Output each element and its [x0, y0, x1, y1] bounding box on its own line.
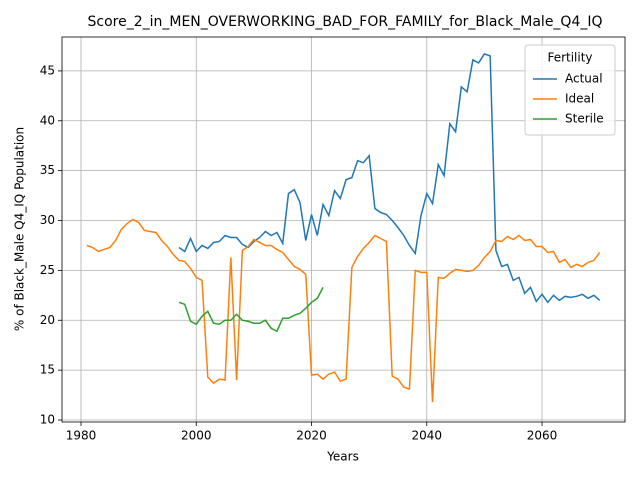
series-line [178, 287, 324, 333]
y-tick-label: 25 [40, 263, 55, 277]
y-tick-label: 20 [40, 313, 55, 327]
legend-label: Sterile [565, 112, 604, 126]
legend-box [524, 44, 616, 136]
y-tick-label: 30 [40, 213, 55, 227]
plot-frame [61, 36, 626, 423]
y-tick-label: 40 [40, 113, 55, 127]
legend-label: Actual [565, 72, 603, 86]
x-tick-label: 2020 [296, 429, 327, 443]
x-axis-label: Years [326, 450, 359, 464]
y-tick-label: 15 [40, 363, 55, 377]
y-axis-label: % of Black_Male Q4_IQ Population [13, 127, 27, 331]
y-tick-label: 45 [40, 63, 55, 77]
chart-title: Score_2_in_MEN_OVERWORKING_BAD_FOR_FAMIL… [87, 14, 602, 30]
legend-title: Fertility [547, 51, 592, 65]
x-tick-label: 2000 [181, 429, 212, 443]
x-tick-label: 2040 [411, 429, 442, 443]
x-tick-label: 1980 [66, 429, 97, 443]
y-tick-label: 10 [40, 413, 55, 427]
legend-label: Ideal [565, 92, 594, 106]
y-tick-label: 35 [40, 163, 55, 177]
series-line [86, 218, 601, 403]
x-tick-label: 2060 [527, 429, 558, 443]
